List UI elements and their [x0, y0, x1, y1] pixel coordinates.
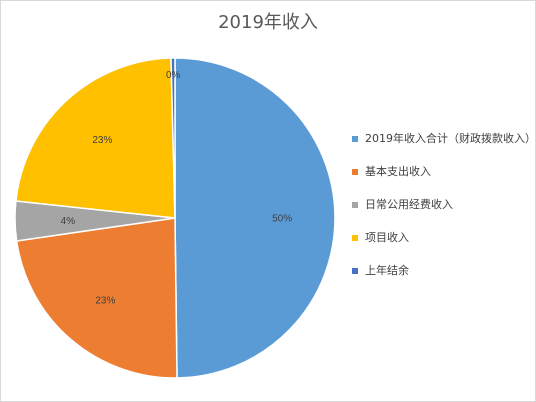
- slice-data-label-1: 23%: [95, 295, 115, 306]
- legend-label-0: 2019年收入合计（财政拨款收入）: [365, 132, 536, 145]
- legend-label-3: 项目收入: [365, 231, 409, 244]
- legend-item-0: 2019年收入合计（财政拨款收入）: [352, 132, 536, 146]
- slice-data-label-3: 23%: [92, 135, 112, 146]
- legend-label-2: 日常公用经费收入: [365, 198, 453, 211]
- slice-data-label-0: 50%: [272, 213, 292, 224]
- legend-swatch-1: [352, 169, 358, 175]
- legend-label-4: 上年结余: [365, 264, 409, 277]
- chart-title: 2019年收入: [218, 12, 318, 33]
- slice-data-label-2: 4%: [61, 216, 76, 227]
- pie-slice-0: [174, 57, 336, 379]
- pie-slice-3: [15, 57, 176, 219]
- legend-item-1: 基本支出收入: [352, 165, 532, 179]
- legend-swatch-2: [352, 202, 358, 208]
- legend-item-4: 上年结余: [352, 264, 532, 278]
- pie-slice-1: [15, 217, 178, 379]
- slice-data-label-4: 0%: [166, 70, 181, 81]
- legend-swatch-4: [352, 268, 358, 274]
- legend-item-3: 项目收入: [352, 231, 532, 245]
- legend-swatch-0: [352, 136, 358, 142]
- pie-slice-4: [170, 57, 176, 219]
- legend-item-2: 日常公用经费收入: [352, 198, 532, 212]
- legend: 2019年收入合计（财政拨款收入） 基本支出收入日常公用经费收入 项目收入上年结余: [352, 132, 536, 297]
- legend-swatch-3: [352, 235, 358, 241]
- legend-label-1: 基本支出收入: [365, 165, 431, 178]
